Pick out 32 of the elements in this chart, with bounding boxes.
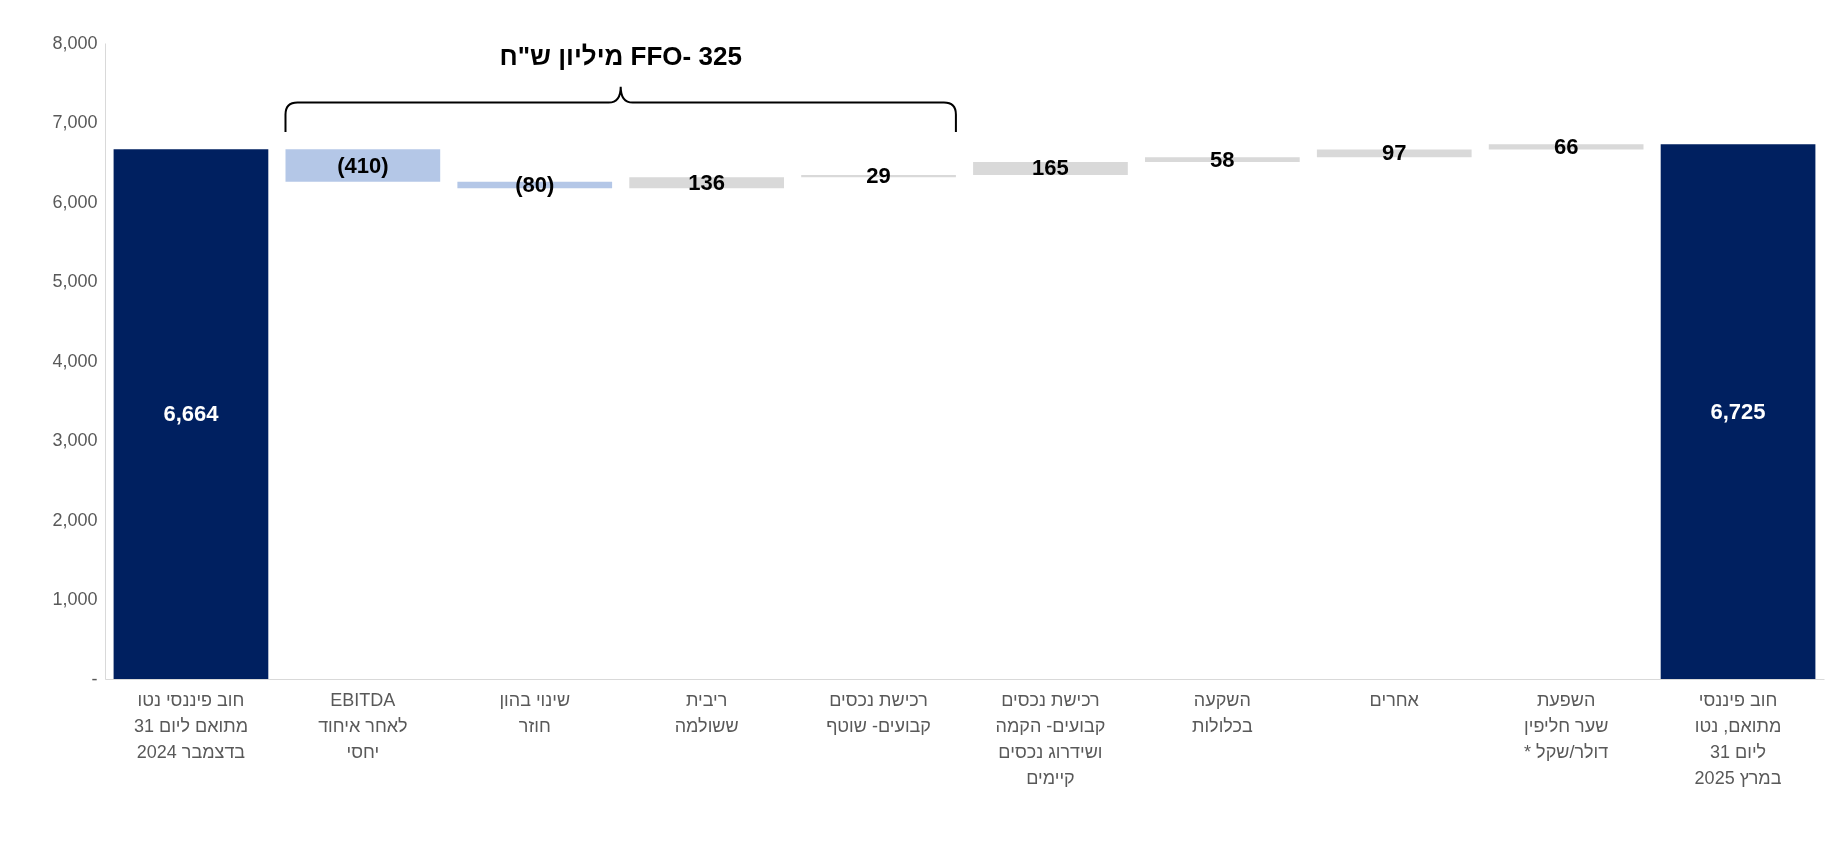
data-label: 58	[1210, 146, 1235, 172]
bar	[285, 149, 441, 182]
x-tick-label: חוב פיננסי מתואם, נטו ליום 31 במרץ 2025	[1694, 689, 1782, 788]
y-tick-label: 4,000	[52, 350, 98, 371]
data-label: (80)	[515, 171, 555, 197]
y-tick-label: 1,000	[52, 589, 98, 609]
x-tick-label: אחרים	[1369, 689, 1420, 710]
annotation: FFO- 325 מיליון ש"ח	[499, 41, 742, 72]
x-tick-label: שינוי בהון חוזר	[499, 689, 571, 736]
y-tick-label: 7,000	[52, 112, 98, 132]
x-tick-label: חוב פיננסי נטו מתואם ליום 31 בדצמבר 2024	[133, 689, 249, 762]
data-label: 29	[866, 163, 891, 189]
y-tick-label: 3,000	[52, 430, 98, 450]
y-tick-label: 8,000	[52, 32, 98, 53]
x-tick-label: ריבית ששולמה	[674, 689, 739, 736]
x-tick-label: רכישת נכסים קבועים- הקמה ושידרוג נכסים קיימים	[995, 689, 1106, 788]
x-tick-label: השקעה בכלולות	[1191, 689, 1253, 736]
y-tick-label: 2,000	[52, 509, 98, 530]
bar	[113, 149, 269, 679]
data-label: (410)	[337, 152, 389, 178]
x-tick-label: השפעת שער חליפין * דולר/שקל	[1524, 689, 1609, 762]
data-label: 97	[1382, 140, 1407, 166]
data-label: 66	[1553, 133, 1579, 159]
y-tick-label: -	[91, 668, 98, 689]
data-label: 6,725	[1710, 398, 1766, 424]
data-label: 136	[688, 169, 726, 195]
y-tick-label: 6,000	[52, 191, 98, 212]
data-label: 6,664	[163, 401, 220, 427]
x-tick-label: רכישת נכסים קבועים- שוטף	[826, 689, 931, 736]
data-label: 165	[1032, 155, 1069, 181]
bar	[1660, 144, 1816, 679]
y-tick-label: 5,000	[52, 271, 98, 291]
